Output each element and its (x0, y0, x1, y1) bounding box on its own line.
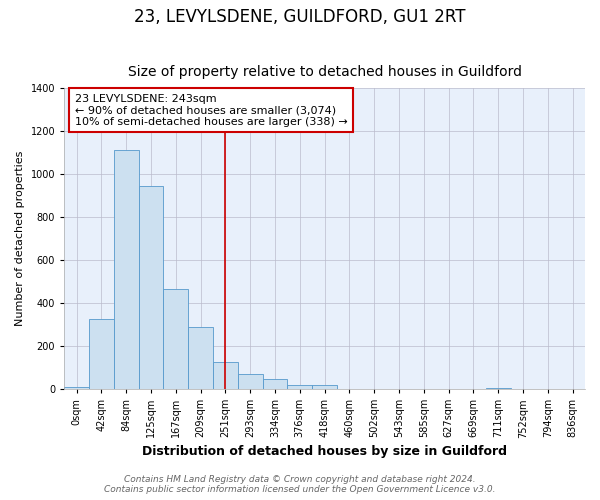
Bar (139, 186, 163, 389)
Bar (263, 380, 287, 389)
Bar (287, 384, 312, 389)
X-axis label: Distribution of detached houses by size in Guildford: Distribution of detached houses by size … (142, 444, 507, 458)
Bar (188, 327, 213, 389)
Text: Contains HM Land Registry data © Crown copyright and database right 2024.
Contai: Contains HM Land Registry data © Crown c… (104, 475, 496, 494)
Bar (238, 374, 263, 389)
Bar (89, 319, 114, 389)
Bar (163, 289, 188, 389)
Bar (213, 362, 238, 389)
Title: Size of property relative to detached houses in Guildford: Size of property relative to detached ho… (128, 66, 521, 80)
Text: 23 LEVYLSDENE: 243sqm
← 90% of detached houses are smaller (3,074)
10% of semi-d: 23 LEVYLSDENE: 243sqm ← 90% of detached … (74, 94, 347, 127)
Text: 23, LEVYLSDENE, GUILDFORD, GU1 2RT: 23, LEVYLSDENE, GUILDFORD, GU1 2RT (134, 8, 466, 26)
Bar (64, 387, 89, 389)
Y-axis label: Number of detached properties: Number of detached properties (15, 150, 25, 326)
Bar (312, 384, 337, 389)
Bar (486, 388, 511, 389)
Bar (114, 150, 139, 389)
